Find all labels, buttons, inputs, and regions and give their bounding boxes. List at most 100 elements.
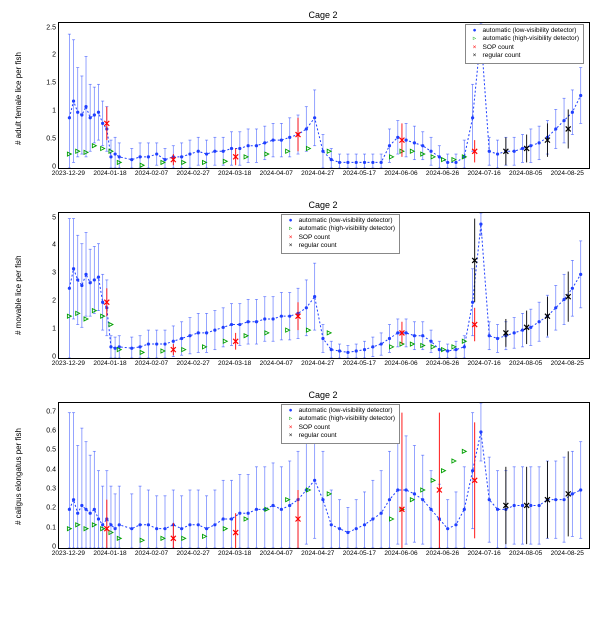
legend-symbol: ×	[286, 424, 296, 432]
legend-item: ×SOP count	[286, 234, 395, 242]
x-tick-label: 2024-08-05	[509, 550, 542, 557]
legend: ●automatic (low-visibility detector)▹aut…	[281, 214, 400, 254]
legend-symbol: ●	[470, 27, 480, 35]
x-tick-label: 2024-04-27	[301, 360, 334, 367]
y-tick-label: 1	[52, 326, 56, 333]
y-tick-label: 2	[52, 52, 56, 59]
legend-symbol: ×	[470, 52, 480, 60]
legend-label: regular count	[299, 242, 337, 250]
legend-symbol: ●	[286, 407, 296, 415]
x-tick-label: 2023-12-29	[52, 360, 85, 367]
panel-title: Cage 2	[58, 390, 588, 400]
x-tick-label: 2024-02-07	[135, 360, 168, 367]
x-tick-label: 2024-05-17	[343, 360, 376, 367]
panel-adult_female: Cage 200.511.522.52023-12-292024-01-1820…	[0, 10, 608, 190]
y-tick-label: 0.6	[46, 428, 56, 435]
x-tick-label: 2024-07-16	[467, 550, 500, 557]
y-axis-label: # movable lice per fish	[14, 256, 23, 336]
y-ticks: 00.10.20.30.40.50.60.7	[0, 402, 58, 547]
x-tick-label: 2024-05-17	[343, 550, 376, 557]
x-tick-label: 2024-04-27	[301, 550, 334, 557]
legend-label: automatic (high-visibility detector)	[299, 225, 395, 233]
x-tick-label: 2024-04-07	[260, 360, 293, 367]
legend-symbol: ×	[470, 44, 480, 52]
y-tick-label: 0.4	[46, 466, 56, 473]
legend-label: regular count	[483, 52, 521, 60]
x-tick-label: 2024-06-26	[426, 550, 459, 557]
x-tick-label: 2024-05-17	[343, 170, 376, 177]
legend-label: regular count	[299, 432, 337, 440]
legend-label: automatic (high-visibility detector)	[483, 35, 579, 43]
legend-symbol: ▹	[286, 415, 296, 423]
x-tick-label: 2024-08-05	[509, 170, 542, 177]
x-tick-label: 2024-06-06	[384, 550, 417, 557]
legend: ●automatic (low-visibility detector)▹aut…	[465, 24, 584, 64]
legend-item: ×regular count	[286, 242, 395, 250]
y-tick-label: 4	[52, 242, 56, 249]
legend-label: automatic (low-visibility detector)	[299, 217, 393, 225]
x-tick-label: 2024-01-18	[93, 550, 126, 557]
x-tick-label: 2024-06-26	[426, 170, 459, 177]
x-tick-label: 2024-01-18	[93, 360, 126, 367]
y-tick-label: 0.5	[46, 136, 56, 143]
legend-item: ×regular count	[470, 52, 579, 60]
x-tick-label: 2024-08-25	[551, 550, 584, 557]
x-tick-label: 2024-02-07	[135, 170, 168, 177]
x-tick-label: 2024-04-07	[260, 170, 293, 177]
legend-item: ●automatic (low-visibility detector)	[286, 407, 395, 415]
y-tick-label: 0.2	[46, 505, 56, 512]
panel-title: Cage 2	[58, 10, 588, 20]
y-tick-label: 2.5	[46, 24, 56, 31]
x-tick-label: 2024-01-18	[93, 170, 126, 177]
x-tick-label: 2024-02-27	[176, 550, 209, 557]
y-tick-label: 2	[52, 298, 56, 305]
y-axis-label: # adult female lice per fish	[14, 52, 23, 145]
legend-item: ●automatic (low-visibility detector)	[286, 217, 395, 225]
legend-item: ▹automatic (high-visibility detector)	[470, 35, 579, 43]
x-tick-label: 2024-03-18	[218, 550, 251, 557]
x-tick-label: 2024-08-25	[551, 360, 584, 367]
y-tick-label: 1	[52, 108, 56, 115]
legend-symbol: ●	[286, 217, 296, 225]
legend-label: automatic (low-visibility detector)	[483, 27, 577, 35]
x-tick-label: 2024-04-07	[260, 550, 293, 557]
x-tick-label: 2023-12-29	[52, 550, 85, 557]
x-tick-label: 2024-06-06	[384, 360, 417, 367]
y-tick-label: 0.1	[46, 524, 56, 531]
x-tick-label: 2024-03-18	[218, 170, 251, 177]
legend-symbol: ×	[286, 234, 296, 242]
x-tick-label: 2024-08-25	[551, 170, 584, 177]
x-tick-label: 2024-02-27	[176, 360, 209, 367]
legend-label: SOP count	[299, 234, 330, 242]
x-tick-label: 2024-06-06	[384, 170, 417, 177]
legend-symbol: ▹	[286, 225, 296, 233]
legend-symbol: ×	[286, 432, 296, 440]
panel-movable: Cage 20123452023-12-292024-01-182024-02-…	[0, 200, 608, 380]
panel-title: Cage 2	[58, 200, 588, 210]
legend-item: ●automatic (low-visibility detector)	[470, 27, 579, 35]
x-tick-label: 2024-07-16	[467, 170, 500, 177]
x-tick-label: 2023-12-29	[52, 170, 85, 177]
legend-label: SOP count	[299, 424, 330, 432]
x-tick-label: 2024-08-05	[509, 360, 542, 367]
legend: ●automatic (low-visibility detector)▹aut…	[281, 404, 400, 444]
legend-label: SOP count	[483, 44, 514, 52]
y-tick-label: 0.5	[46, 447, 56, 454]
legend-item: ×SOP count	[286, 424, 395, 432]
legend-label: automatic (low-visibility detector)	[299, 407, 393, 415]
y-tick-label: 1.5	[46, 80, 56, 87]
legend-symbol: ▹	[470, 35, 480, 43]
y-tick-label: 3	[52, 270, 56, 277]
legend-item: ▹automatic (high-visibility detector)	[286, 225, 395, 233]
y-axis-label: # caligus elongatus per fish	[14, 428, 23, 525]
x-tick-label: 2024-03-18	[218, 360, 251, 367]
y-ticks: 012345	[0, 212, 58, 357]
x-tick-label: 2024-07-16	[467, 360, 500, 367]
x-tick-label: 2024-02-27	[176, 170, 209, 177]
x-tick-label: 2024-04-27	[301, 170, 334, 177]
legend-item: ▹automatic (high-visibility detector)	[286, 415, 395, 423]
legend-item: ×SOP count	[470, 44, 579, 52]
y-tick-label: 0.3	[46, 486, 56, 493]
panel-caligus: Cage 200.10.20.30.40.50.60.72023-12-2920…	[0, 390, 608, 570]
legend-symbol: ×	[286, 242, 296, 250]
